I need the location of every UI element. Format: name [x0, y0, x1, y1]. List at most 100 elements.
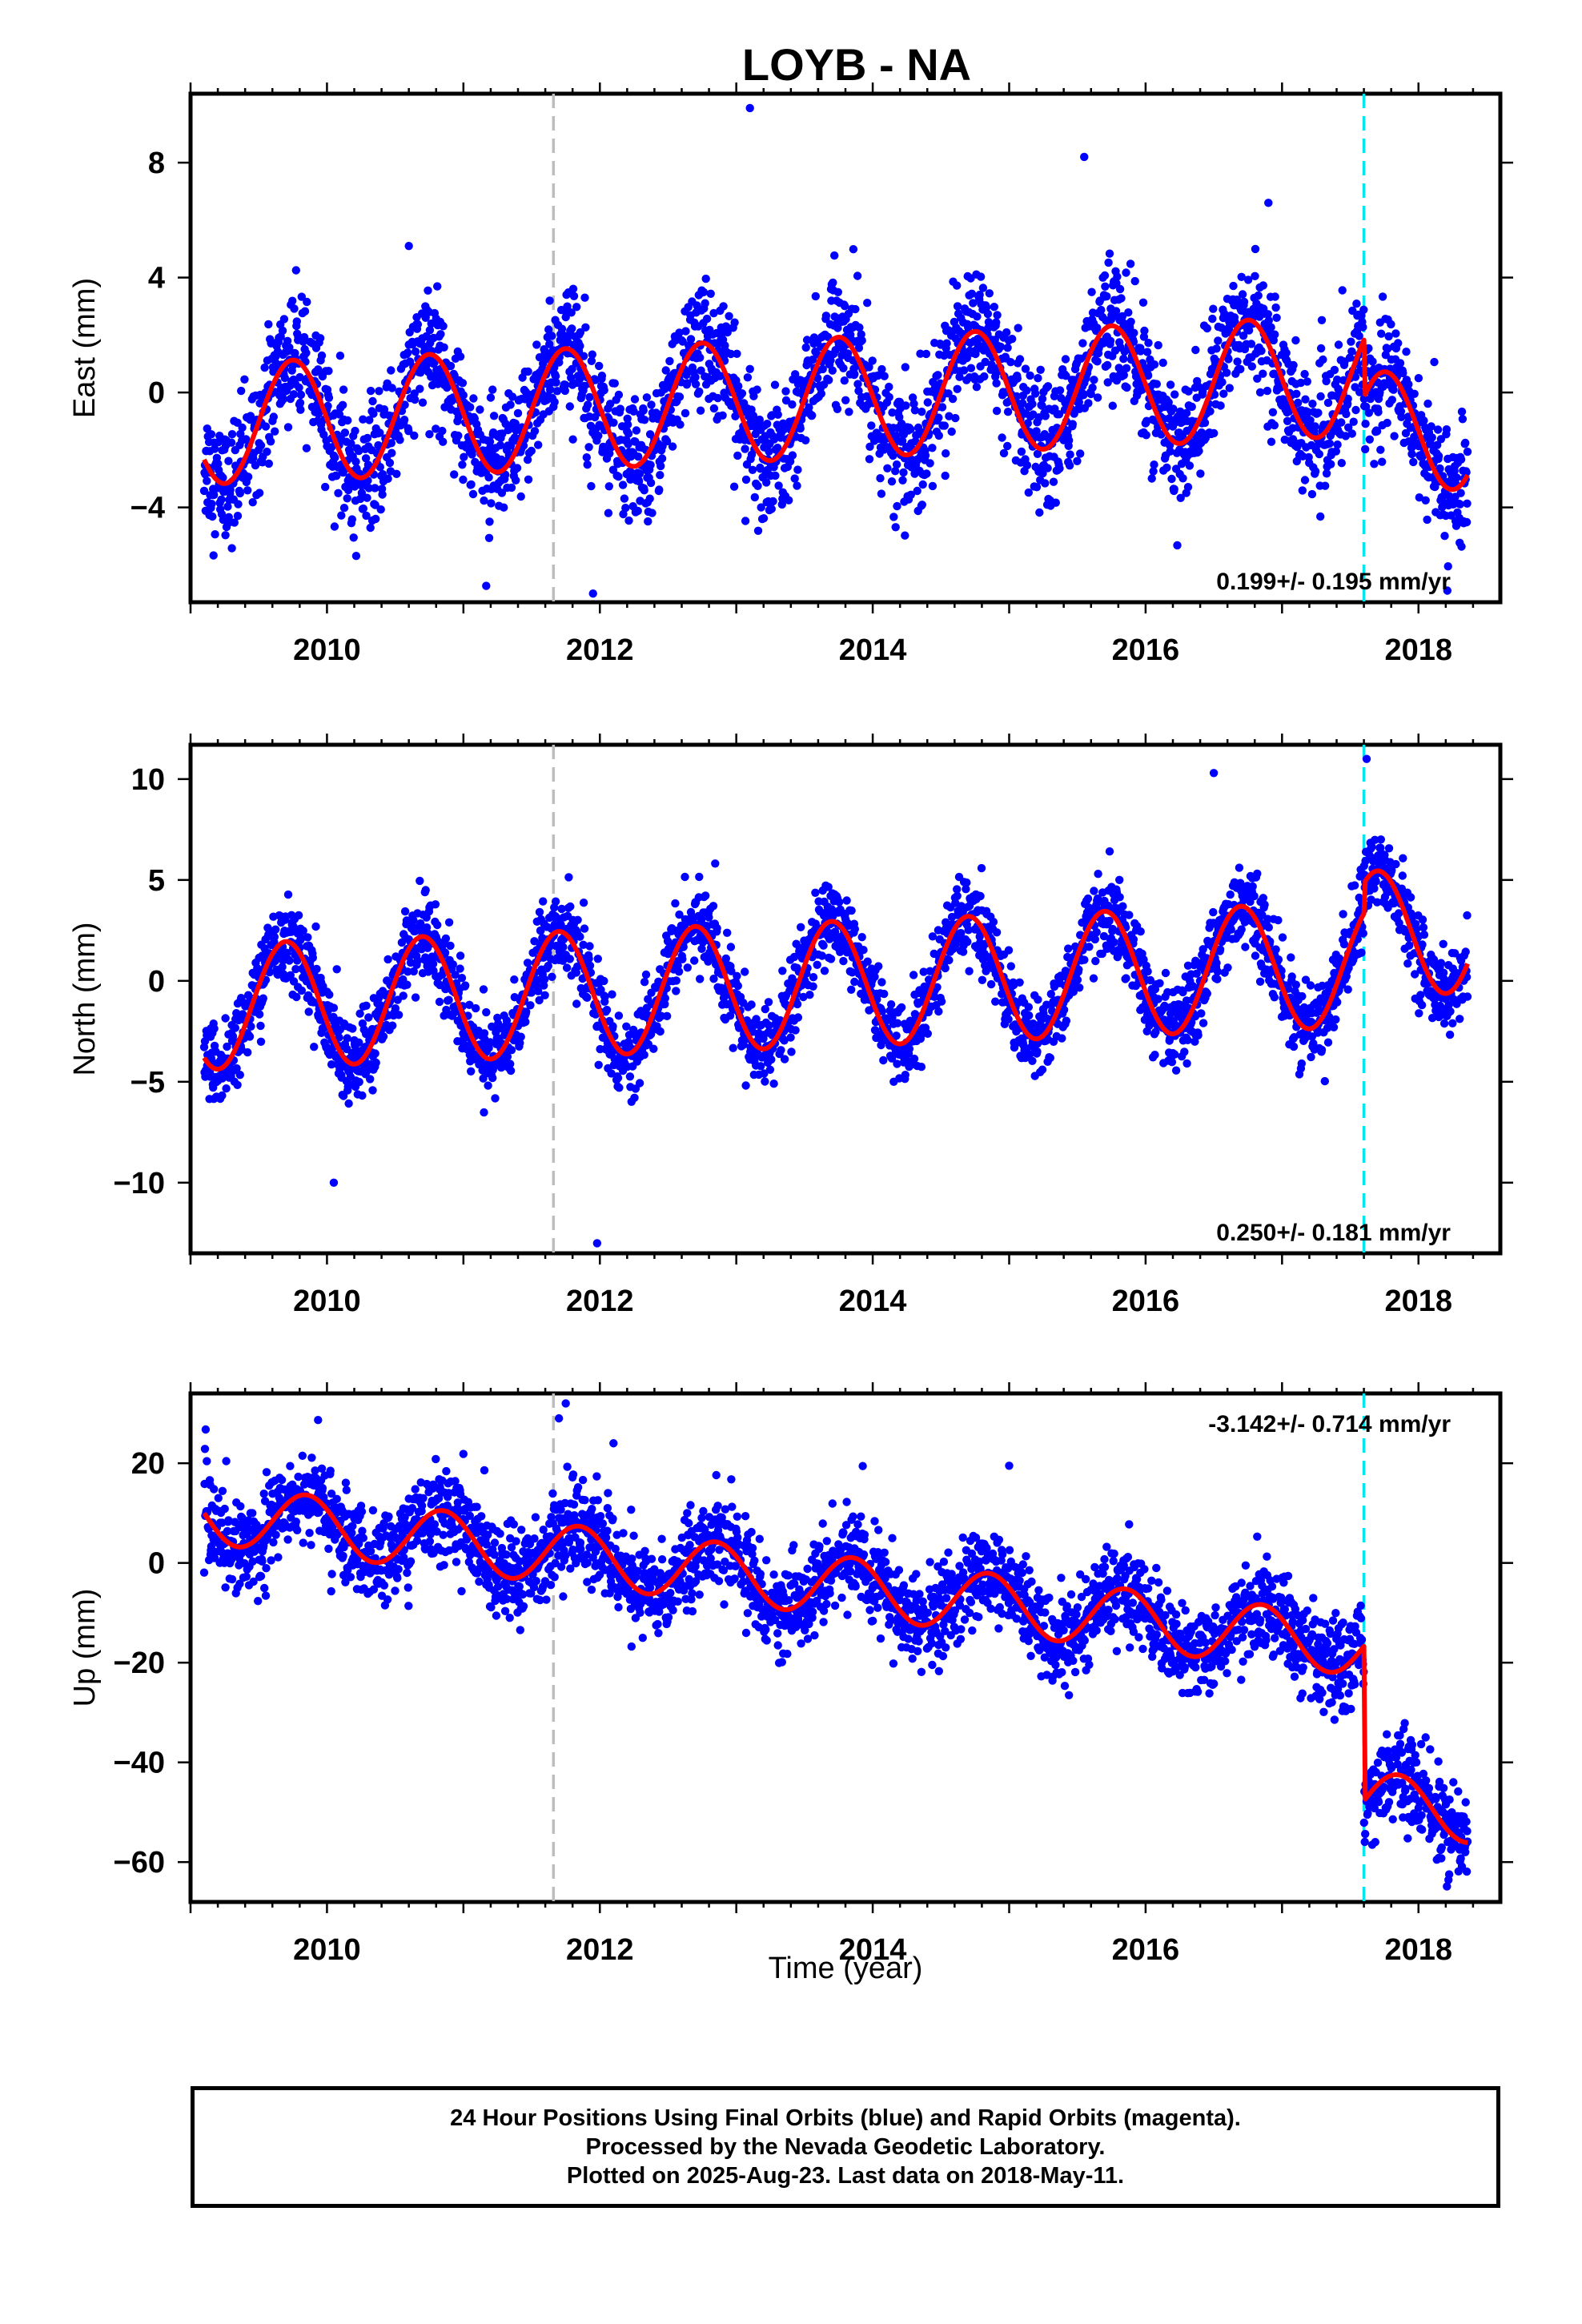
data-point: [879, 1055, 888, 1065]
data-point: [826, 955, 836, 963]
data-point: [928, 481, 938, 491]
data-point: [1456, 455, 1466, 464]
data-point: [1387, 320, 1395, 329]
data-point: [484, 533, 494, 542]
data-point: [901, 401, 910, 410]
data-point: [1349, 417, 1358, 426]
data-point: [214, 438, 223, 447]
data-point: [1414, 374, 1423, 383]
data-point: [622, 1022, 631, 1031]
data-point: [271, 427, 279, 436]
data-point: [595, 361, 604, 371]
data-point: [451, 971, 460, 979]
data-point: [278, 326, 287, 336]
data-point: [1108, 401, 1118, 410]
data-point: [854, 386, 863, 396]
data-point: [1103, 360, 1112, 370]
data-point: [209, 551, 218, 560]
data-point: [863, 299, 872, 308]
data-point: [290, 304, 299, 313]
data-point: [851, 304, 860, 314]
data-point: [817, 389, 825, 398]
data-point: [1352, 300, 1361, 308]
data-point: [263, 447, 271, 456]
data-point: [1191, 345, 1200, 355]
data-point: [745, 364, 754, 373]
data-point: [297, 934, 306, 943]
data-point: [1118, 312, 1127, 321]
data-point: [850, 924, 860, 934]
data-point: [1271, 330, 1279, 339]
data-point: [905, 1044, 914, 1053]
data-point: [1294, 398, 1303, 408]
data-point: [917, 408, 926, 416]
data-point: [523, 455, 532, 464]
data-point: [701, 299, 709, 308]
data-point: [1255, 388, 1265, 397]
data-point: [874, 962, 883, 971]
data-point: [347, 439, 355, 448]
data-point: [486, 393, 496, 402]
data-point: [1167, 474, 1176, 484]
data-point: [271, 956, 279, 966]
data-point: [485, 517, 494, 526]
data-point: [343, 494, 351, 503]
data-point: [870, 972, 879, 982]
data-point: [880, 372, 889, 380]
data-point: [990, 303, 999, 312]
data-point: [678, 337, 687, 346]
data-point: [940, 421, 950, 430]
data-point: [1345, 353, 1355, 362]
data-point: [1229, 281, 1238, 291]
data-point: [535, 995, 544, 1005]
data-point: [459, 475, 468, 485]
data-point: [640, 1051, 648, 1059]
data-point: [465, 1000, 474, 1010]
data-point: [1140, 326, 1149, 336]
data-point: [1351, 372, 1360, 381]
data-point: [895, 397, 905, 407]
data-point: [1138, 298, 1148, 307]
data-point: [1410, 389, 1419, 398]
data-point: [768, 411, 777, 420]
data-point: [709, 975, 718, 983]
data-point: [488, 385, 497, 394]
data-point: [808, 411, 817, 420]
data-point: [629, 407, 638, 416]
data-point: [820, 967, 829, 975]
data-point: [1031, 389, 1040, 398]
data-point: [460, 452, 468, 461]
data-point: [245, 1032, 255, 1041]
data-point: [366, 386, 375, 396]
data-point: [324, 367, 333, 376]
data-point: [366, 523, 375, 533]
data-point: [1144, 339, 1153, 348]
data-point: [972, 383, 982, 392]
data-point: [1122, 364, 1131, 372]
data-point: [387, 448, 396, 457]
data-point: [679, 943, 688, 951]
data-point: [548, 972, 556, 982]
data-point: [899, 468, 908, 477]
data-point: [1238, 290, 1247, 299]
data-point: [1377, 329, 1386, 338]
data-point: [350, 482, 359, 491]
data-point: [934, 431, 944, 440]
data-point: [540, 991, 549, 1000]
data-point: [1152, 380, 1162, 388]
data-point: [410, 431, 419, 440]
data-point: [1150, 360, 1159, 369]
data-point: [639, 406, 648, 415]
data-point: [468, 489, 478, 499]
data-point: [1263, 386, 1272, 396]
data-point: [877, 1007, 887, 1015]
data-point: [786, 1033, 795, 1042]
data-point: [602, 1005, 612, 1015]
data-point: [948, 394, 958, 404]
data-point: [926, 459, 934, 468]
data-point: [648, 509, 656, 517]
data-point: [1169, 404, 1178, 413]
data-point: [1337, 459, 1347, 468]
data-point: [761, 1077, 769, 1086]
data-point: [847, 906, 856, 915]
